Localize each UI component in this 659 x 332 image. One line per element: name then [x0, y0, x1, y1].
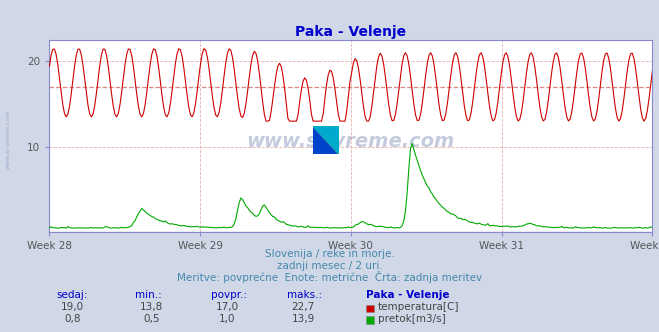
Text: 17,0: 17,0	[215, 302, 239, 312]
Text: 0,8: 0,8	[64, 314, 81, 324]
Text: sedaj:: sedaj:	[56, 290, 88, 300]
Text: pretok[m3/s]: pretok[m3/s]	[378, 314, 445, 324]
Text: 19,0: 19,0	[61, 302, 84, 312]
Text: www.si-vreme.com: www.si-vreme.com	[5, 110, 11, 169]
Text: Meritve: povprečne  Enote: metrične  Črta: zadnja meritev: Meritve: povprečne Enote: metrične Črta:…	[177, 271, 482, 283]
Text: Slovenija / reke in morje.: Slovenija / reke in morje.	[264, 249, 395, 259]
Text: www.si-vreme.com: www.si-vreme.com	[246, 132, 455, 151]
Text: maks.:: maks.:	[287, 290, 322, 300]
Polygon shape	[313, 126, 339, 154]
Polygon shape	[313, 126, 339, 154]
Text: min.:: min.:	[135, 290, 162, 300]
Text: Paka - Velenje: Paka - Velenje	[366, 290, 449, 300]
Text: 0,5: 0,5	[143, 314, 160, 324]
Text: zadnji mesec / 2 uri.: zadnji mesec / 2 uri.	[277, 261, 382, 271]
Text: povpr.:: povpr.:	[211, 290, 247, 300]
Text: 22,7: 22,7	[291, 302, 315, 312]
Text: 1,0: 1,0	[219, 314, 236, 324]
Text: 13,9: 13,9	[291, 314, 315, 324]
Text: temperatura[C]: temperatura[C]	[378, 302, 459, 312]
Title: Paka - Velenje: Paka - Velenje	[295, 25, 407, 39]
Text: 13,8: 13,8	[140, 302, 163, 312]
Polygon shape	[313, 126, 339, 154]
